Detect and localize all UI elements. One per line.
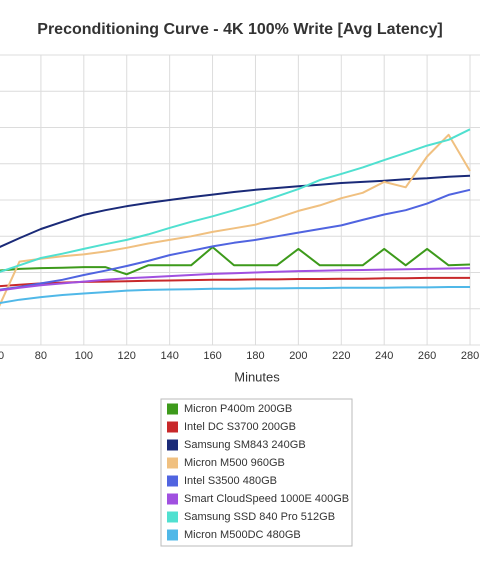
legend-swatch [167, 475, 178, 487]
legend-swatch [167, 493, 178, 505]
grid [0, 54, 480, 346]
legend-swatch [167, 457, 178, 469]
legend-label: Intel S3500 480GB [184, 475, 277, 487]
x-tick-label: 160 [203, 350, 221, 362]
series-line [0, 286, 470, 304]
series-line [0, 188, 471, 291]
plot-area [0, 128, 471, 307]
legend-label: Micron P400m 200GB [184, 403, 292, 415]
series-line [0, 246, 471, 276]
legend-swatch [167, 439, 178, 451]
legend-swatch [167, 421, 178, 433]
x-tick-label: 220 [332, 350, 350, 362]
legend-label: Intel DC S3700 200GB [184, 421, 296, 433]
x-tick-label: 180 [246, 350, 264, 362]
series-line [0, 174, 471, 248]
x-tick-label: 60 [0, 350, 4, 362]
x-tick-label: 120 [118, 350, 136, 362]
legend [160, 398, 353, 547]
legend-entries: Micron P400m 200GB Intel DC S3700 200GB Sa… [167, 403, 349, 541]
legend-swatch [167, 511, 178, 523]
legend-swatch [167, 529, 178, 541]
x-tick-label: 260 [418, 350, 436, 362]
series-line [0, 133, 471, 307]
x-tick-label: 80 [35, 350, 47, 362]
series-line [0, 128, 471, 273]
x-tick-labels: 60 80 100 120 140 160 180 200 220 240 260 280 [0, 350, 479, 362]
legend-label: Smart CloudSpeed 1000E 400GB [184, 493, 349, 505]
series-line [0, 267, 471, 292]
x-tick-label: 200 [289, 350, 307, 362]
legend-label: Samsung SM843 240GB [184, 439, 306, 451]
x-tick-label: 240 [375, 350, 393, 362]
legend-label: Micron M500DC 480GB [184, 529, 301, 541]
x-tick-label: 140 [160, 350, 178, 362]
legend-label: Micron M500 960GB [184, 457, 285, 469]
x-tick-label: 280 [461, 350, 479, 362]
legend-label: Samsung SSD 840 Pro 512GB [184, 511, 335, 523]
x-tick-label: 100 [75, 350, 93, 362]
legend-swatch [167, 403, 178, 415]
x-axis-label: Minutes [234, 369, 280, 384]
chart-title: Preconditioning Curve - 4K 100% Write [A… [37, 21, 442, 38]
